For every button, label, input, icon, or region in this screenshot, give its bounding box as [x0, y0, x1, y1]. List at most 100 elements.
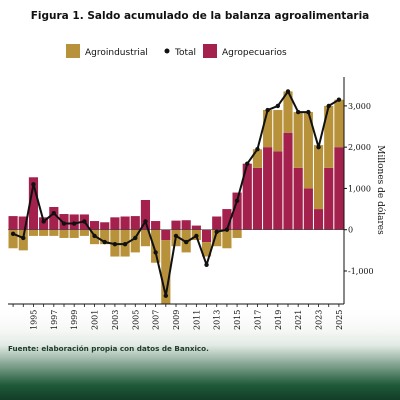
bar-agroindustrial-2006 — [140, 229, 151, 247]
total-point-1999 — [71, 221, 77, 226]
bar-agropecuarios-2022 — [303, 188, 313, 230]
bar-agroindustrial-2007 — [151, 229, 161, 263]
y-tick-label-1000: 1,000 — [348, 184, 371, 193]
total-point-2007 — [153, 250, 158, 255]
bar-agroindustrial-2018 — [263, 110, 273, 148]
legend-label-agropecuarios: Agropecuarios — [222, 48, 287, 58]
x-tick-label-2013: 2013 — [213, 310, 222, 330]
legend-label-agroindustrial: Agroindustrial — [85, 48, 148, 58]
total-point-2025 — [336, 97, 342, 102]
bar-agroindustrial-2019 — [273, 110, 283, 152]
bar-agropecuarios-2017 — [252, 167, 263, 230]
bar-agropecuarios-1997 — [49, 207, 59, 230]
bar-agropecuarios-2025 — [334, 147, 344, 230]
total-point-2011 — [194, 233, 199, 239]
bar-agroindustrial-2014 — [222, 229, 232, 249]
bar-agroindustrial-2023 — [313, 145, 324, 210]
bar-agroindustrial-1998 — [59, 229, 69, 238]
total-point-2010 — [183, 239, 189, 245]
total-point-2009 — [173, 233, 179, 239]
bar-agroindustrial-2020 — [283, 91, 293, 133]
x-tick-label-1995: 1995 — [29, 310, 38, 330]
x-tick-label-2003: 2003 — [111, 310, 120, 330]
total-point-2021 — [295, 109, 301, 115]
bar-agropecuarios-2023 — [313, 209, 324, 230]
bar-agroindustrial-2000 — [79, 229, 89, 236]
total-point-2019 — [275, 103, 281, 109]
legend-marker-total — [164, 48, 170, 54]
legend-swatch-agroindustrial — [66, 44, 80, 58]
axes-layer: -1,000 0 1,000 2,000 3,000 1995 1997 1999 2001 20… — [8, 77, 374, 330]
bar-agropecuarios-2011 — [191, 225, 201, 230]
total-point-1996 — [41, 219, 46, 224]
bar-agropecuarios-2021 — [293, 167, 303, 230]
bar-agroindustrial-2013 — [212, 229, 222, 247]
source-note: Fuente: elaboración propia con datos de … — [8, 344, 209, 353]
total-point-2004 — [122, 241, 128, 247]
total-point-2003 — [112, 241, 118, 247]
total-point-2018 — [265, 107, 270, 113]
y-axis-label: Millones de dólares — [375, 145, 386, 235]
x-tick-label-2007: 2007 — [152, 310, 161, 330]
total-point-2020 — [285, 89, 291, 94]
x-tick-label-2023: 2023 — [315, 310, 324, 330]
total-point-2012 — [204, 262, 209, 267]
bar-agropecuarios-2016 — [242, 163, 252, 230]
total-point-2024 — [326, 103, 331, 109]
bar-agroindustrial-2021 — [293, 112, 303, 168]
bar-agroindustrial-2012 — [201, 242, 212, 257]
x-tick-label-2011: 2011 — [192, 310, 201, 330]
legend-swatch-agropecuarios — [203, 44, 217, 58]
y-tick-label--1000: -1,000 — [348, 267, 374, 276]
bar-agropecuarios-2018 — [263, 147, 273, 230]
bar-agroindustrial-2002 — [100, 229, 110, 245]
total-point-1993 — [10, 231, 16, 237]
bar-agroindustrial-1993 — [8, 229, 18, 249]
y-tick-label-2000: 2,000 — [348, 143, 371, 152]
bar-agropecuarios-1995 — [28, 177, 39, 230]
x-tick-label-2019: 2019 — [274, 310, 283, 330]
bar-agropecuarios-2015 — [232, 192, 242, 230]
x-tick-label-2015: 2015 — [233, 310, 242, 330]
bar-agropecuarios-2006 — [140, 199, 151, 230]
bar-agropecuarios-2020 — [283, 132, 293, 230]
bar-agroindustrial-1999 — [69, 229, 79, 238]
x-tick-label-2005: 2005 — [131, 310, 140, 330]
chart-title: Figura 1. Saldo acumulado de la balanza … — [30, 10, 370, 22]
total-line-layer — [10, 89, 342, 298]
bar-agropecuarios-2024 — [324, 167, 334, 230]
bar-agropecuarios-2003 — [110, 217, 120, 230]
total-point-1998 — [61, 221, 67, 226]
x-tick-label-1997: 1997 — [50, 310, 59, 330]
bar-agropecuarios-2004 — [120, 216, 130, 230]
total-point-2023 — [316, 144, 321, 150]
total-point-2016 — [245, 161, 250, 166]
bar-agroindustrial-2025 — [334, 99, 344, 148]
legend-label-total: Total — [174, 48, 196, 58]
bar-agropecuarios-2008 — [161, 229, 171, 241]
x-tick-label-2025: 2025 — [335, 310, 344, 330]
bar-agroindustrial-1995 — [28, 229, 39, 236]
total-point-2013 — [214, 229, 219, 234]
bar-agropecuarios-1993 — [8, 216, 18, 230]
total-point-1994 — [21, 235, 26, 241]
bar-agropecuarios-2002 — [100, 222, 110, 230]
total-point-2017 — [255, 147, 260, 152]
bar-agropecuarios-2013 — [212, 216, 222, 230]
x-tick-label-2009: 2009 — [172, 310, 181, 330]
total-point-2002 — [102, 239, 107, 245]
x-tick-label-2001: 2001 — [91, 310, 100, 330]
total-point-2001 — [92, 233, 97, 239]
x-tick-label-1999: 1999 — [70, 310, 79, 330]
bar-agroindustrial-2015 — [232, 229, 242, 238]
x-tick-label-2021: 2021 — [294, 310, 303, 330]
bar-agroindustrial-1996 — [39, 229, 49, 236]
total-point-2015 — [234, 198, 240, 204]
total-point-1997 — [51, 211, 57, 216]
bar-agropecuarios-2007 — [151, 221, 161, 230]
total-point-1995 — [31, 182, 36, 187]
total-point-2022 — [306, 109, 311, 115]
bar-agroindustrial-2024 — [324, 105, 334, 168]
bar-agropecuarios-2019 — [273, 151, 283, 230]
